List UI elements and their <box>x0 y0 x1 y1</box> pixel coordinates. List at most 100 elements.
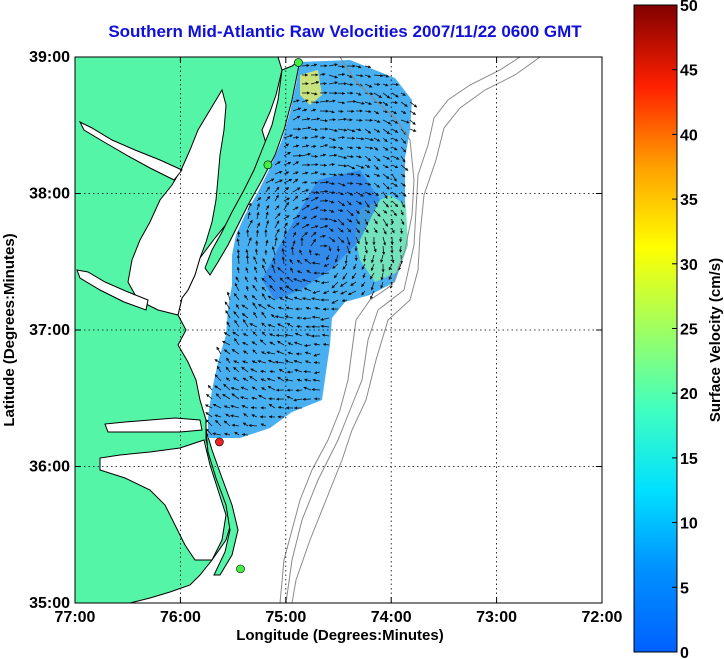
velocity-arrow <box>247 211 251 220</box>
velocity-arrow <box>382 209 388 214</box>
grid-lines <box>75 57 602 603</box>
velocity-arrow <box>230 404 240 409</box>
velocity-arrow <box>314 306 321 310</box>
velocity-arrow <box>319 144 329 148</box>
velocity-arrow <box>292 144 300 148</box>
velocity-arrow <box>247 202 252 211</box>
velocity-arrow <box>328 128 338 133</box>
velocity-arrow <box>328 227 334 232</box>
velocity-arrow <box>391 146 398 151</box>
velocity-arrow <box>256 211 260 220</box>
velocity-arrow <box>350 281 357 286</box>
velocity-arrow <box>267 324 276 328</box>
velocity-arrow <box>391 200 399 208</box>
velocity-arrow <box>283 201 289 211</box>
velocity-arrow <box>355 74 364 78</box>
velocity-arrow <box>230 414 240 418</box>
velocity-arrow <box>355 191 364 197</box>
velocity-arrow <box>241 313 249 319</box>
velocity-arrow <box>391 254 395 264</box>
velocity-arrow <box>391 227 395 234</box>
velocity-arrow <box>236 266 240 274</box>
velocity-arrow <box>292 187 301 193</box>
velocity-arrow <box>286 322 294 328</box>
velocity-arrow <box>304 351 312 355</box>
velocity-arrow <box>284 296 294 301</box>
velocity-arrow <box>279 297 285 301</box>
velocity-arrow <box>382 200 389 208</box>
velocity-arrow <box>216 346 222 355</box>
x-tick-label: 72:00 <box>582 609 623 626</box>
velocity-arrow <box>301 82 309 86</box>
velocity-arrow <box>293 278 303 283</box>
velocity-arrow <box>283 197 290 202</box>
velocity-arrow <box>254 276 258 283</box>
velocity-arrow <box>337 109 344 113</box>
velocity-arrow <box>373 209 381 217</box>
velocity-arrow <box>340 290 348 295</box>
velocity-arrow <box>337 117 347 121</box>
potomac-river <box>78 120 183 181</box>
colorbar-label: Surface Velocity (cm/s) <box>707 258 724 422</box>
velocity-arrow <box>271 313 276 319</box>
velocity-arrow <box>310 117 321 121</box>
velocity-arrow <box>355 101 365 105</box>
x-tick-label: 75:00 <box>265 609 306 626</box>
velocity-arrow <box>301 189 310 193</box>
velocity-arrow <box>382 191 388 199</box>
x-axis-label: Longitude (Degrees:Minutes) <box>236 627 444 644</box>
velocity-arrow <box>216 365 222 373</box>
velocity-arrow <box>382 74 390 78</box>
velocity-arrow <box>285 285 294 292</box>
velocity-arrow <box>205 428 213 436</box>
velocity-arrow <box>303 370 312 374</box>
velocity-arrow <box>400 209 404 216</box>
velocity-arrow <box>310 238 316 247</box>
velocity-arrow <box>340 281 348 287</box>
velocity-arrow <box>296 378 303 382</box>
velocity-arrow <box>364 218 368 226</box>
velocity-arrow <box>319 72 326 77</box>
velocity-arrow <box>373 74 384 78</box>
velocity-arrow <box>214 385 222 391</box>
velocity-arrow <box>258 394 267 400</box>
velocity-arrow <box>226 357 231 364</box>
velocity-arrow <box>373 110 380 115</box>
velocity-arrow <box>311 315 321 319</box>
velocity-arrow <box>313 353 321 357</box>
velocity-arrow <box>382 182 390 190</box>
velocity-arrow <box>212 432 222 436</box>
velocity-arrow <box>258 304 267 310</box>
velocity-arrow <box>292 222 300 229</box>
velocity-arrow <box>334 254 339 263</box>
velocity-arrow <box>391 209 397 217</box>
velocity-arrow <box>287 351 294 355</box>
velocity-arrow <box>409 128 417 132</box>
velocity-arrow <box>234 282 240 292</box>
velocity-arrow <box>252 331 258 337</box>
velocity-arrow <box>293 398 303 402</box>
velocity-arrow <box>364 164 371 168</box>
velocity-arrow <box>355 218 360 225</box>
velocity-arrow <box>225 377 231 382</box>
colorbar-tick-label: 50 <box>680 0 698 15</box>
velocity-arrow <box>400 110 407 114</box>
velocity-arrow <box>301 232 308 238</box>
velocity-arrow <box>266 351 276 355</box>
velocity-arrow <box>400 101 408 107</box>
velocity-arrow <box>261 351 267 355</box>
velocity-arrow <box>274 228 280 238</box>
velocity-arrow <box>346 164 356 170</box>
velocity-arrow <box>302 316 312 320</box>
velocity-arrow <box>328 137 337 142</box>
velocity-arrow <box>283 151 291 157</box>
velocity-arrow <box>355 227 360 234</box>
velocity-arrow <box>244 276 249 283</box>
velocity-arrow <box>400 137 407 144</box>
velocity-arrow <box>311 261 321 265</box>
velocity-arrow <box>283 178 293 184</box>
velocity-arrow <box>247 237 252 247</box>
velocity-arrow <box>382 227 387 235</box>
velocity-arrow <box>382 119 392 125</box>
velocity-arrow <box>337 200 346 207</box>
